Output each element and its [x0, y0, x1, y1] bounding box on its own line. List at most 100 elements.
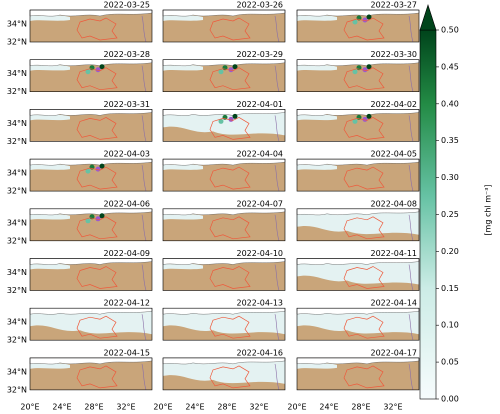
cloud-patch: [163, 325, 285, 341]
coast: [29, 357, 153, 365]
panel-frame: [162, 208, 286, 242]
colorbar-tick-label: 0.15: [441, 284, 459, 293]
lon-label: 20°E: [153, 403, 172, 412]
bloom: [362, 17, 368, 23]
panel-date: 2022-04-04: [237, 150, 284, 159]
study-area: [76, 216, 118, 240]
panel-date: 2022-04-05: [371, 150, 418, 159]
panel-frame: [296, 208, 420, 242]
lat-label: 34°N: [7, 169, 27, 178]
lat-label: 34°N: [7, 367, 27, 376]
east-coast: [141, 264, 147, 291]
lat-label: 32°N: [7, 187, 27, 196]
map-panel: [29, 158, 153, 192]
coast: [29, 208, 153, 216]
panel-date: 2022-04-12: [104, 299, 151, 308]
panel-date: 2022-03-25: [104, 1, 151, 10]
east-coast: [408, 165, 414, 192]
panel-date: 2022-04-03: [104, 150, 151, 159]
east-coast: [141, 214, 147, 241]
east-coast: [274, 15, 280, 43]
cloud-patch: [163, 126, 285, 142]
coast: [162, 109, 286, 116]
map-panel: [296, 307, 420, 341]
study-area: [343, 365, 385, 389]
east-coast: [408, 214, 414, 241]
coast: [162, 158, 286, 166]
lat-label: 34°N: [7, 268, 27, 277]
bloom: [99, 213, 105, 219]
study-area: [343, 216, 385, 240]
study-area: [343, 166, 385, 190]
east-coast: [274, 363, 280, 390]
map-panel: [162, 208, 286, 242]
east-coast: [408, 314, 414, 341]
panel-frame: [29, 9, 153, 43]
lat-label: 34°N: [7, 20, 27, 29]
panel-date: 2022-04-14: [371, 299, 418, 308]
map-panel: [296, 59, 420, 93]
map-panel: [29, 208, 153, 242]
panel-frame: [162, 258, 286, 291]
bloom: [95, 67, 101, 73]
study-area: [76, 266, 118, 289]
panel-frame: [162, 9, 286, 43]
lat-label: 32°N: [7, 137, 27, 146]
panel-date: 2022-04-09: [104, 249, 151, 258]
east-coast: [141, 314, 147, 341]
cloud-patch: [297, 275, 419, 291]
panel-frame: [296, 9, 420, 43]
lon-label: 20°E: [287, 403, 306, 412]
panel-date: 2022-04-15: [104, 348, 151, 357]
study-area: [209, 315, 251, 339]
lon-label: 28°E: [351, 403, 370, 412]
colorbar-tick-label: 0.35: [441, 136, 459, 145]
map-panel: [162, 307, 286, 341]
coast: [296, 357, 420, 365]
study-area: [343, 117, 385, 140]
panel-date: 2022-04-10: [237, 249, 284, 258]
bloom: [95, 166, 101, 172]
panel-frame: [296, 307, 420, 341]
study-area: [209, 67, 251, 91]
bloom: [232, 113, 238, 119]
lon-label: 28°E: [84, 403, 103, 412]
lat-label: 32°N: [7, 385, 27, 394]
map-panel: [29, 59, 153, 93]
lon-label: 32°E: [249, 403, 268, 412]
panel-date: 2022-04-01: [237, 100, 284, 109]
coast: [296, 59, 420, 67]
coast: [29, 9, 153, 17]
east-coast: [408, 264, 414, 291]
panel-frame: [29, 307, 153, 341]
bloom: [228, 67, 234, 73]
map-panel: [29, 357, 153, 391]
colorbar: [419, 29, 437, 400]
colorbar-tick-label: 0.40: [441, 99, 459, 108]
east-coast: [408, 15, 414, 43]
panel-date: 2022-04-16: [237, 348, 284, 357]
panel-date: 2022-03-30: [371, 50, 418, 59]
panel-frame: [296, 357, 420, 391]
panel-frame: [29, 109, 153, 142]
panel-frame: [296, 158, 420, 192]
colorbar-extend: [419, 4, 437, 31]
panel-date: 2022-03-31: [104, 100, 151, 109]
study-area: [209, 365, 251, 389]
east-coast: [274, 165, 280, 192]
panel-frame: [296, 258, 420, 291]
colorbar-tick-label: 0.10: [441, 321, 459, 330]
colorbar-tick-label: 0.50: [441, 26, 459, 35]
panel-frame: [162, 109, 286, 142]
panel-date: 2022-04-17: [371, 348, 418, 357]
east-coast: [408, 65, 414, 92]
lat-label: 34°N: [7, 318, 27, 327]
east-coast: [408, 115, 414, 142]
map-panel: [162, 357, 286, 391]
panel-date: 2022-03-26: [237, 1, 284, 10]
bloom: [352, 19, 358, 25]
bloom: [99, 163, 105, 169]
coast: [162, 357, 286, 365]
study-area: [76, 117, 118, 140]
coast: [29, 109, 153, 116]
